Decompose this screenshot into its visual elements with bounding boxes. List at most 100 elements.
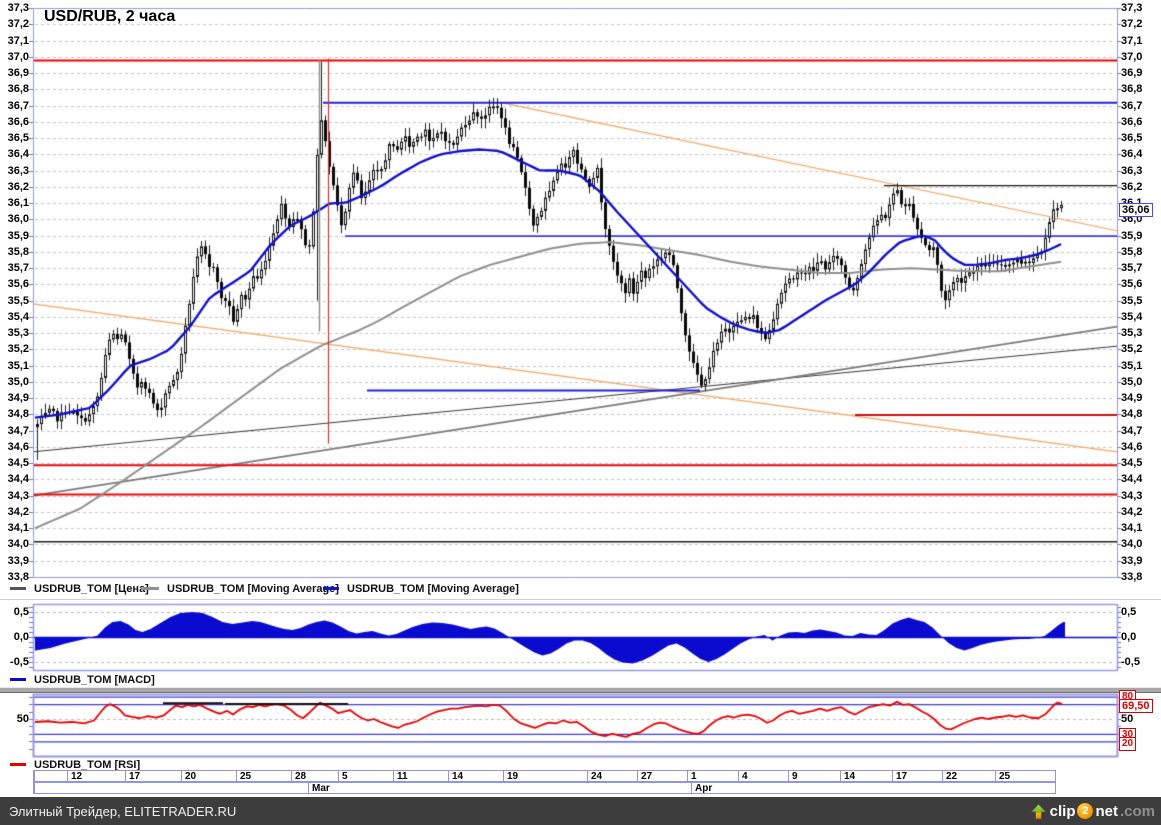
x-axis-day-label: 24	[587, 771, 637, 782]
y-axis-label: 35,5	[1121, 294, 1143, 307]
y-axis-label: 34,9	[7, 392, 29, 405]
x-axis-day-label: 20	[181, 771, 236, 782]
rsi-mid-label-left: 50	[16, 713, 29, 725]
y-axis-label: 36,5	[7, 132, 29, 145]
upload-arrow-icon	[1029, 802, 1047, 819]
y-axis-label: 35,1	[1121, 359, 1143, 372]
macd-line-swatch-icon	[10, 678, 26, 681]
x-axis-day-label: 27	[637, 771, 687, 782]
rsi-level-20-badge: 20	[1119, 737, 1137, 751]
rsi-mid-label-right: 50	[1121, 713, 1134, 725]
rsi-current-badge: 69,50	[1119, 699, 1153, 713]
x-axis-day-label: 14	[448, 771, 503, 782]
macd-axis-label: 0,0	[13, 631, 29, 643]
x-axis-day-label: 4	[738, 771, 788, 782]
y-axis-label: 36,7	[1121, 99, 1143, 112]
y-axis-label: 36,8	[1121, 83, 1143, 96]
y-axis-label: 35,4	[1121, 310, 1143, 323]
y-axis-label: 34,5	[7, 457, 29, 470]
x-axis-day-label: 25	[236, 771, 291, 782]
y-axis-label: 34,6	[1121, 440, 1143, 453]
y-axis-label: 34,0	[7, 538, 29, 551]
macd-axis-label: -0,5	[10, 656, 29, 668]
y-axis-label: 35,6	[7, 278, 29, 291]
y-axis-label: 36,1	[7, 197, 29, 210]
macd-axis-label: 0,5	[13, 606, 29, 618]
legend-macd-label: USDRUB_TOM [MACD]	[34, 673, 155, 686]
y-axis-label: 34,5	[1121, 457, 1143, 470]
y-axis-label: 33,9	[7, 554, 29, 567]
y-axis-label: 34,6	[7, 440, 29, 453]
y-axis-label: 35,0	[7, 375, 29, 388]
legend-ma-slow: USDRUB_TOM [Moving Average]	[143, 582, 339, 595]
legend-price: USDRUB_TOM [Цена]	[10, 582, 149, 595]
rsi-line-swatch-icon	[10, 763, 26, 766]
pane-separator	[0, 599, 1161, 600]
y-axis-label: 34,9	[1121, 392, 1143, 405]
y-axis-label: 35,9	[1121, 229, 1143, 242]
y-axis-label: 35,7	[7, 262, 29, 275]
y-axis-label: 34,7	[1121, 424, 1143, 437]
y-axis-label: 34,2	[1121, 505, 1143, 518]
y-axis-label: 33,8	[1121, 571, 1143, 583]
y-axis-label: 36,4	[7, 148, 29, 161]
legend-ma-fast: USDRUB_TOM [Moving Average]	[323, 582, 519, 595]
y-axis-label: 37,0	[1121, 50, 1143, 63]
statusbar-text: Элитный Трейдер, ELITETRADER.RU	[9, 803, 237, 819]
y-axis-label: 34,0	[1121, 538, 1143, 551]
legend-rsi-label: USDRUB_TOM [RSI]	[34, 758, 141, 771]
y-axis-label: 34,8	[1121, 408, 1143, 421]
y-axis-label: 37,3	[7, 2, 29, 14]
y-axis-label: 35,5	[7, 294, 29, 307]
y-axis-label: 35,8	[7, 245, 29, 258]
y-axis-label: 34,3	[1121, 489, 1143, 502]
clip2net-clip: clip	[1049, 802, 1076, 820]
x-axis-day-label	[34, 771, 67, 782]
y-axis-label: 36,5	[1121, 132, 1143, 145]
y-axis-label: 34,1	[1121, 522, 1143, 535]
y-axis-label: 35,3	[7, 327, 29, 340]
x-axis-month-label: Mar	[308, 783, 691, 794]
clip2net-watermark[interactable]: clip 2 net .com	[1029, 803, 1161, 820]
y-axis-label: 36,6	[7, 115, 29, 128]
y-axis-label: 34,3	[7, 489, 29, 502]
x-axis-month-label: Apr	[691, 783, 1057, 794]
y-axis-label: 36,2	[7, 180, 29, 193]
x-axis-day-label: 17	[892, 771, 942, 782]
status-bar: Элитный Трейдер, ELITETRADER.RU clip 2 n…	[0, 797, 1161, 825]
y-axis-label: 36,9	[7, 67, 29, 80]
y-axis-label: 33,9	[1121, 554, 1143, 567]
y-axis-label: 36,7	[7, 99, 29, 112]
chart-canvas[interactable]	[0, 0, 1161, 797]
y-axis-label: 34,4	[7, 473, 29, 486]
x-axis-day-label: 11	[393, 771, 448, 782]
y-axis-label: 35,2	[7, 343, 29, 356]
y-axis-label: 36,6	[1121, 115, 1143, 128]
legend-ma-slow-label: USDRUB_TOM [Moving Average]	[167, 582, 339, 595]
clip2net-net: net	[1095, 802, 1118, 820]
y-axis-label: 37,1	[1121, 34, 1143, 47]
legend-price-label: USDRUB_TOM [Цена]	[34, 582, 149, 595]
y-axis-label: 36,0	[1121, 213, 1143, 226]
x-axis-month-row: Mar Apr	[33, 782, 1056, 794]
y-axis-label: 36,3	[7, 164, 29, 177]
x-axis-day-label: 25	[995, 771, 1057, 782]
y-axis-label: 35,9	[7, 229, 29, 242]
y-axis-label: 33,8	[7, 571, 29, 583]
x-axis-day-label: 28	[291, 771, 338, 782]
macd-axis-label: -0,5	[1121, 656, 1140, 668]
y-axis-label: 37,3	[1121, 2, 1143, 14]
y-axis-label: 35,4	[7, 310, 29, 323]
clip2net-2-icon: 2	[1077, 803, 1094, 819]
x-axis-day-label: 5	[338, 771, 393, 782]
price-line-swatch-icon	[10, 587, 26, 590]
y-axis-label: 34,2	[7, 505, 29, 518]
macd-axis-label: 0,5	[1121, 606, 1137, 618]
y-axis-label: 36,3	[1121, 164, 1143, 177]
y-axis-label: 35,8	[1121, 245, 1143, 258]
pane-divider[interactable]	[0, 687, 1161, 693]
y-axis-label: 36,9	[1121, 67, 1143, 80]
x-axis-day-label: 19	[503, 771, 587, 782]
y-axis-label: 35,7	[1121, 262, 1143, 275]
